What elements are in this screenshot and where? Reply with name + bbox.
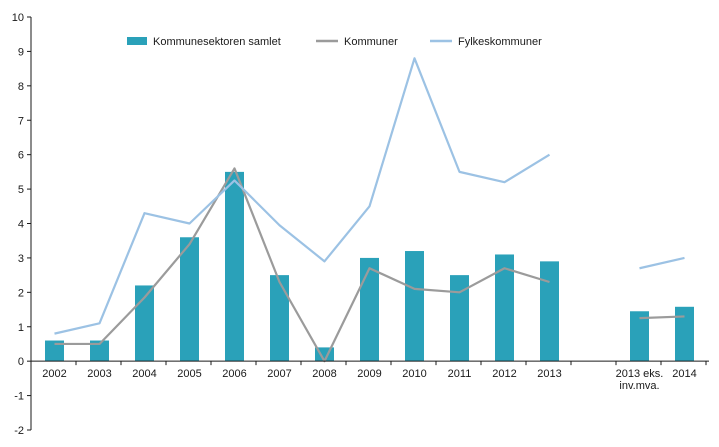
y-tick-label: 7 (18, 115, 24, 127)
x-axis: 2002 2003 2004 2005 2006 2007 2008 2009 2010 2011… (30, 360, 709, 392)
line-kommuner (54, 167, 550, 363)
x-tick-label: 2014 (672, 368, 696, 380)
x-tick-label: 2011 (448, 368, 472, 380)
line-fylkeskommuner (639, 256, 685, 270)
y-tick-label: 4 (18, 219, 24, 231)
x-tick-label: inv.mva. (619, 380, 659, 392)
line-fylkeskommuner (54, 57, 551, 335)
bar-2006 (225, 171, 244, 362)
y-tick-label: 5 (18, 184, 24, 196)
y-axis: -2 -1 0 1 2 3 4 5 6 7 8 9 10 (12, 12, 32, 437)
y-tick-label: 10 (12, 12, 24, 24)
y-tick-label: 9 (18, 46, 24, 58)
y-tick-label: 1 (18, 322, 24, 334)
y-tick-label: 6 (18, 150, 24, 162)
x-tick-label: 2008 (312, 368, 336, 380)
bar-2013-eks-inv-mva- (630, 311, 649, 362)
x-tick-label: 2010 (402, 368, 426, 380)
legend-label-kommuner: Kommuner (344, 36, 398, 48)
x-tick-label: 2004 (132, 368, 156, 380)
y-tick-label: -2 (14, 425, 24, 437)
x-tick-label: 2006 (222, 368, 246, 380)
bars (45, 171, 694, 362)
x-tick-label: 2012 (492, 368, 516, 380)
x-tick-label: 2002 (42, 368, 66, 380)
bar-2011 (450, 275, 469, 362)
bar-2007 (270, 275, 289, 362)
bar-2014 (675, 306, 694, 362)
series-lines (54, 57, 685, 363)
x-tick-label: 2007 (267, 368, 291, 380)
x-tick-label: 2013 (537, 368, 561, 380)
legend-label-kommunesektoren-samlet: Kommunesektoren samlet (153, 36, 281, 48)
y-tick-label: 3 (18, 253, 24, 265)
legend: Kommunesektoren samlet Kommuner Fylkeskomm… (127, 36, 542, 48)
legend-label-fylkeskommuner: Fylkeskommuner (458, 36, 542, 48)
bar-2004 (135, 285, 154, 362)
bar-2002 (45, 340, 64, 362)
x-tick-label: 2005 (177, 368, 201, 380)
bar-2005 (180, 237, 199, 362)
bar-2003 (90, 340, 109, 362)
line-kommuner (639, 315, 685, 320)
y-tick-label: -1 (14, 391, 24, 403)
bar-2009 (360, 257, 379, 362)
x-tick-label: 2013 eks. (616, 368, 664, 380)
legend-swatch-kommunesektoren-samlet (127, 37, 147, 45)
bar-2010 (405, 251, 424, 362)
bar-2013 (540, 261, 559, 362)
y-tick-label: 2 (18, 287, 24, 299)
y-tick-label: 8 (18, 81, 24, 93)
bar-2012 (495, 254, 514, 362)
y-tick-label: 0 (18, 356, 24, 368)
x-tick-label: 2009 (357, 368, 381, 380)
x-tick-label: 2003 (87, 368, 111, 380)
